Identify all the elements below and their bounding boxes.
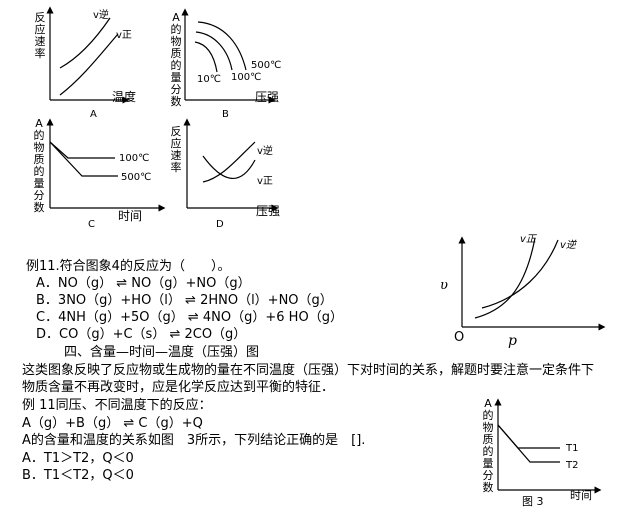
example11b-title: 例 11同压、不同温度下的反应：: [22, 398, 212, 413]
figure-4-label-reverse: v逆: [560, 240, 576, 251]
graph-c: [46, 118, 166, 212]
example11-option-a: A．NO（g） ⇌ NO（g）+NO（g）: [36, 276, 251, 291]
figure-3-caption: 图 3: [522, 495, 544, 508]
figure-4-y-label: υ: [440, 278, 448, 293]
graph-d: [183, 118, 279, 212]
graph-c-line-500: [49, 141, 118, 177]
figure-3-x-label: 时间: [570, 489, 592, 502]
graph-a-caption: A: [90, 109, 97, 120]
graph-a-y-label: 反应速率: [34, 11, 46, 60]
graph-b-x-label: 压强: [255, 90, 280, 104]
graph-d-y-label: 反应速率: [170, 125, 182, 174]
graph-d-curve-reverse: [202, 141, 256, 183]
graph-b-label-100: 100℃: [231, 72, 262, 83]
figure-4-origin: O: [454, 330, 465, 345]
figure-4-curve-forward: [474, 237, 536, 319]
graph-b-curve-500: [197, 21, 247, 71]
graph-b-curve-10: [194, 41, 218, 73]
graph-c-line-100: [49, 141, 115, 159]
graph-c-x-label: 时间: [118, 209, 143, 223]
graph-c-label-100: 100℃: [119, 153, 150, 164]
graph-b-label-500: 500℃: [251, 60, 282, 71]
example11-option-c: C．4NH（g）+5O（g） ⇌ 4NO（g）+6 HO（g）: [36, 310, 343, 325]
example11b-desc: A的含量和温度的关系如图 3所示，下列结论正确的是 [].: [22, 433, 366, 448]
graph-a-x-label: 温度: [112, 90, 137, 104]
graph-a-curve-forward: [59, 33, 119, 96]
example11-option-b: B．3NO（g）+HO（l） ⇌ 2HNO（l）+NO（g）: [36, 293, 333, 308]
figure-3-label-t1: T1: [566, 443, 579, 454]
example11b-option-b: B．T1＜T2，Q＜0: [22, 468, 134, 483]
figure-4: [458, 236, 606, 331]
graph-d-caption: D: [216, 219, 224, 230]
graph-d-curve-forward: [202, 155, 256, 179]
graph-d-label-reverse: v逆: [257, 146, 273, 157]
section4-para-line2: 物质含量不再改变时，应是化学反应达到平衡的特征．: [22, 380, 335, 395]
graph-b-caption: B: [222, 109, 229, 120]
figure-3: [494, 398, 602, 494]
example11-question: 例11.符合图象4的反应为（ ）。: [26, 259, 231, 274]
graph-d-label-forward: v正: [257, 176, 273, 187]
figure-4-label-forward: v正: [520, 234, 536, 245]
example11-option-d: D．CO（g）+C（s） ⇌ 2CO（g）: [36, 327, 247, 342]
figure-4-curve-reverse: [481, 239, 559, 309]
figure-3-y-label: A的物质的量分数: [482, 397, 494, 494]
graph-a-label-reverse: v逆: [93, 10, 109, 21]
example11b-equation: A（g）+B（g） ⇌ C（g）+Q: [22, 416, 203, 431]
section4-para-line1: 这类图象反映了反应物或生成物的量在不同温度（压强）下对时间的关系，解题时要注意一…: [22, 363, 595, 378]
figure-4-x-label: p: [508, 333, 517, 349]
example11b-option-a: A．T1＞T2，Q＜0: [22, 451, 134, 466]
figure-3-line-t2: [497, 424, 560, 463]
graph-d-x-label: 压强: [256, 204, 281, 218]
graph-c-y-label: A的物质的量分数: [33, 117, 45, 214]
section4-heading: 四、含量—时间—温度（压强）图: [64, 345, 260, 360]
graph-b: [181, 8, 276, 104]
graph-b-y-label: A的物质的量分数: [170, 11, 182, 108]
graph-b-curve-100: [195, 31, 233, 71]
graph-a: [46, 6, 130, 104]
graph-c-label-500: 500℃: [121, 172, 152, 183]
graph-b-label-10: 10℃: [197, 74, 221, 85]
graph-c-caption: C: [88, 219, 95, 230]
graph-a-label-forward: v正: [116, 30, 132, 41]
graph-a-curve-reverse: [59, 17, 111, 69]
figure-3-label-t2: T2: [566, 460, 579, 471]
